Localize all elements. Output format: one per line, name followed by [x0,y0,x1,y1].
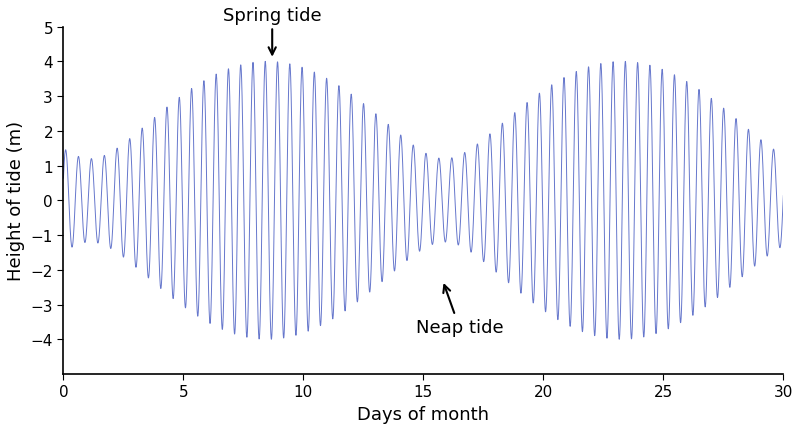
Y-axis label: Height of tide (m): Height of tide (m) [7,121,25,281]
Text: Neap tide: Neap tide [415,286,503,337]
Text: Spring tide: Spring tide [223,6,322,55]
X-axis label: Days of month: Days of month [358,405,490,423]
